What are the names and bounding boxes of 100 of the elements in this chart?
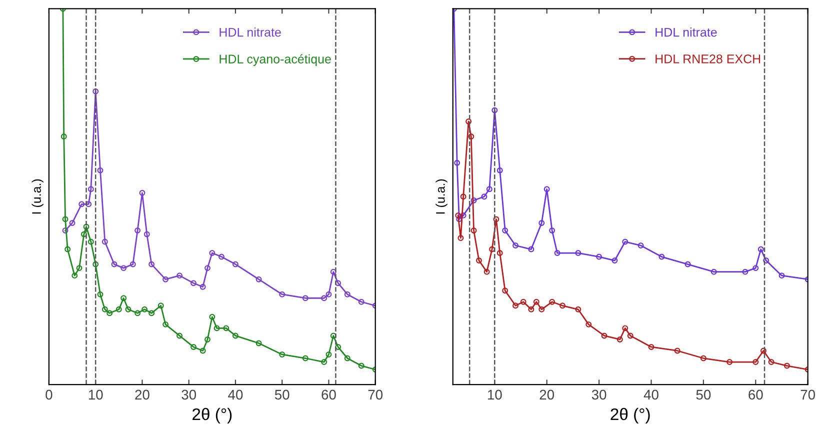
point — [575, 250, 582, 256]
point — [622, 238, 628, 245]
point — [752, 265, 759, 272]
point — [549, 227, 556, 234]
point — [92, 88, 99, 94]
x-tick-label: 30 — [182, 390, 196, 400]
x-axis-title: 2θ (°) — [192, 408, 232, 424]
point — [148, 261, 155, 268]
point — [134, 227, 141, 234]
point — [502, 288, 508, 294]
point — [321, 359, 328, 365]
x-tick-label: 20 — [135, 390, 150, 400]
point — [142, 306, 148, 312]
point — [549, 298, 556, 305]
point — [726, 359, 733, 365]
point — [612, 258, 618, 264]
point — [533, 298, 540, 305]
point — [92, 261, 99, 268]
point — [596, 254, 602, 260]
point — [326, 291, 332, 298]
point — [111, 261, 118, 268]
point — [106, 310, 113, 316]
x-tick-label: 0 — [46, 390, 52, 400]
point — [484, 268, 490, 275]
point — [648, 344, 654, 350]
point — [209, 314, 216, 320]
point — [214, 325, 220, 332]
point — [256, 340, 262, 346]
legend-label: HDL nitrate — [656, 28, 717, 37]
point — [62, 227, 68, 234]
point — [83, 224, 90, 230]
point — [76, 265, 82, 272]
point — [116, 306, 122, 312]
point — [204, 336, 210, 342]
y-axis-title: I (u.a.) — [436, 179, 448, 214]
point — [326, 352, 332, 358]
point — [674, 348, 680, 354]
point — [638, 242, 644, 248]
point — [148, 310, 155, 316]
point — [80, 231, 87, 238]
x-tick-label: 60 — [748, 390, 763, 400]
point — [528, 306, 534, 312]
point — [200, 284, 206, 290]
point — [710, 268, 717, 275]
x-tick-label: 70 — [368, 390, 383, 400]
point — [476, 258, 482, 264]
point — [330, 332, 336, 339]
point — [460, 212, 466, 218]
x-tick-label: 70 — [800, 390, 816, 400]
point — [575, 306, 582, 312]
point — [204, 265, 210, 272]
point — [344, 355, 350, 362]
point — [492, 107, 498, 114]
point — [97, 291, 104, 298]
point — [768, 359, 774, 365]
point — [493, 216, 500, 222]
point — [88, 238, 94, 245]
point — [466, 118, 472, 124]
legend-label: HDL nitrate — [220, 28, 281, 37]
point — [72, 272, 78, 279]
point — [78, 201, 85, 208]
point — [512, 242, 519, 248]
point — [69, 220, 76, 226]
y-axis-title: I (u.a.) — [32, 179, 44, 214]
point — [279, 352, 286, 358]
point — [335, 280, 342, 286]
point — [520, 298, 526, 305]
point — [778, 272, 785, 279]
point — [64, 246, 71, 252]
point — [560, 302, 566, 309]
point — [62, 216, 68, 222]
point — [97, 167, 104, 174]
point — [454, 160, 460, 166]
x-tick-label: 10 — [88, 390, 103, 400]
point — [176, 272, 183, 279]
point — [684, 261, 691, 268]
point — [125, 306, 132, 312]
point — [335, 344, 342, 350]
point — [538, 220, 545, 226]
point — [162, 276, 169, 282]
point — [256, 276, 262, 282]
point — [586, 321, 592, 328]
point — [162, 321, 169, 328]
point — [130, 261, 136, 268]
x-tick-label: 40 — [644, 390, 658, 400]
point — [139, 190, 146, 196]
point — [102, 238, 108, 245]
point — [330, 268, 336, 275]
point — [134, 310, 141, 316]
x-tick-label: 60 — [322, 390, 336, 400]
point — [120, 295, 127, 302]
point — [700, 355, 706, 362]
point — [554, 250, 560, 256]
point — [218, 254, 224, 260]
point — [616, 336, 623, 342]
point — [528, 246, 534, 252]
x-tick-label: 50 — [696, 390, 711, 400]
point — [102, 306, 108, 312]
point — [86, 201, 92, 208]
point — [190, 280, 196, 286]
